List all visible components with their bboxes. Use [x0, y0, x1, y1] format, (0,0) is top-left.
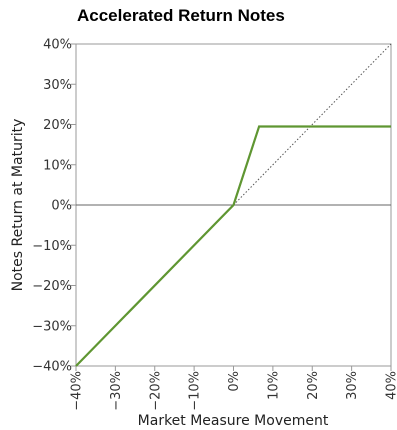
- x-tick-label: 10%: [266, 371, 281, 400]
- y-tick-label: −40%: [32, 360, 72, 375]
- x-tick-label: −30%: [109, 371, 124, 411]
- x-tick-label: 20%: [306, 371, 321, 400]
- y-tick-label: −10%: [32, 239, 72, 254]
- x-tick-label: −20%: [148, 371, 163, 411]
- x-tick-label: 0%: [227, 371, 242, 392]
- x-tick-label: 40%: [385, 371, 397, 400]
- reference-line: [233, 43, 392, 206]
- chart-title: Accelerated Return Notes: [77, 6, 285, 25]
- y-tick-label: 30%: [43, 78, 72, 93]
- x-axis-ticks: −40% −30% −20% −10% 0% 10% 20% 30% 40%: [70, 366, 397, 411]
- x-tick-label: −10%: [188, 371, 203, 411]
- y-axis-ticks: 40% 30% 20% 10% 0% −10% −20% −30% −40%: [32, 38, 76, 375]
- y-tick-label: −30%: [32, 319, 72, 334]
- y-tick-label: 0%: [51, 199, 72, 214]
- y-tick-label: 10%: [43, 158, 72, 173]
- x-tick-label: 30%: [345, 371, 360, 400]
- y-tick-label: 40%: [43, 38, 72, 53]
- y-tick-label: 20%: [43, 118, 72, 133]
- y-axis-title: Notes Return at Maturity: [10, 119, 26, 292]
- series-layer: [75, 43, 392, 367]
- payoff-line: [75, 125, 391, 367]
- x-axis-title: Market Measure Movement: [138, 413, 329, 429]
- x-tick-label: −40%: [70, 371, 85, 411]
- y-tick-label: −20%: [32, 279, 72, 294]
